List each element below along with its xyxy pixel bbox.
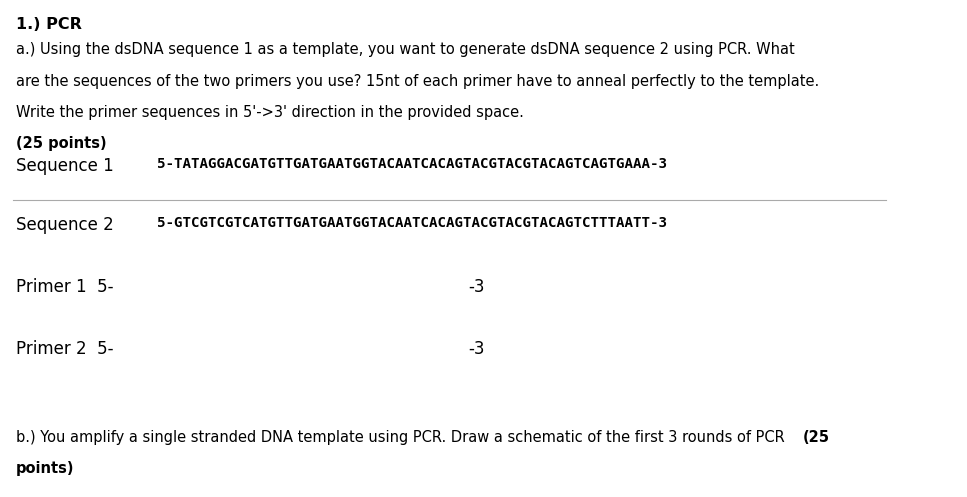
Text: Primer 1  5-: Primer 1 5- [16, 278, 114, 296]
Text: are the sequences of the two primers you use? 15nt of each primer have to anneal: are the sequences of the two primers you… [16, 74, 819, 88]
Text: (25: (25 [803, 430, 830, 445]
Text: Sequence 2: Sequence 2 [16, 216, 114, 234]
Text: Sequence 1: Sequence 1 [16, 157, 114, 174]
Text: Primer 2  5-: Primer 2 5- [16, 340, 114, 358]
Text: 5-GTCGTCGTCATGTTGATGAATGGTACAATCACAGTACGTACGTACAGTCTTTAATT-3: 5-GTCGTCGTCATGTTGATGAATGGTACAATCACAGTACG… [158, 216, 667, 230]
Text: -3: -3 [468, 340, 484, 358]
Text: -3: -3 [468, 278, 484, 296]
Text: 1.) PCR: 1.) PCR [16, 17, 82, 32]
Text: a.) Using the dsDNA sequence 1 as a template, you want to generate dsDNA sequenc: a.) Using the dsDNA sequence 1 as a temp… [16, 42, 795, 57]
Text: 5-TATAGGACGATGTTGATGAATGGTACAATCACAGTACGTACGTACAGTCAGTGAAA-3: 5-TATAGGACGATGTTGATGAATGGTACAATCACAGTACG… [158, 157, 667, 170]
Text: (25 points): (25 points) [16, 136, 106, 151]
Text: Write the primer sequences in 5'->3' direction in the provided space.: Write the primer sequences in 5'->3' dir… [16, 105, 524, 120]
Text: points): points) [16, 461, 74, 476]
Text: b.) You amplify a single stranded DNA template using PCR. Draw a schematic of th: b.) You amplify a single stranded DNA te… [16, 430, 790, 445]
